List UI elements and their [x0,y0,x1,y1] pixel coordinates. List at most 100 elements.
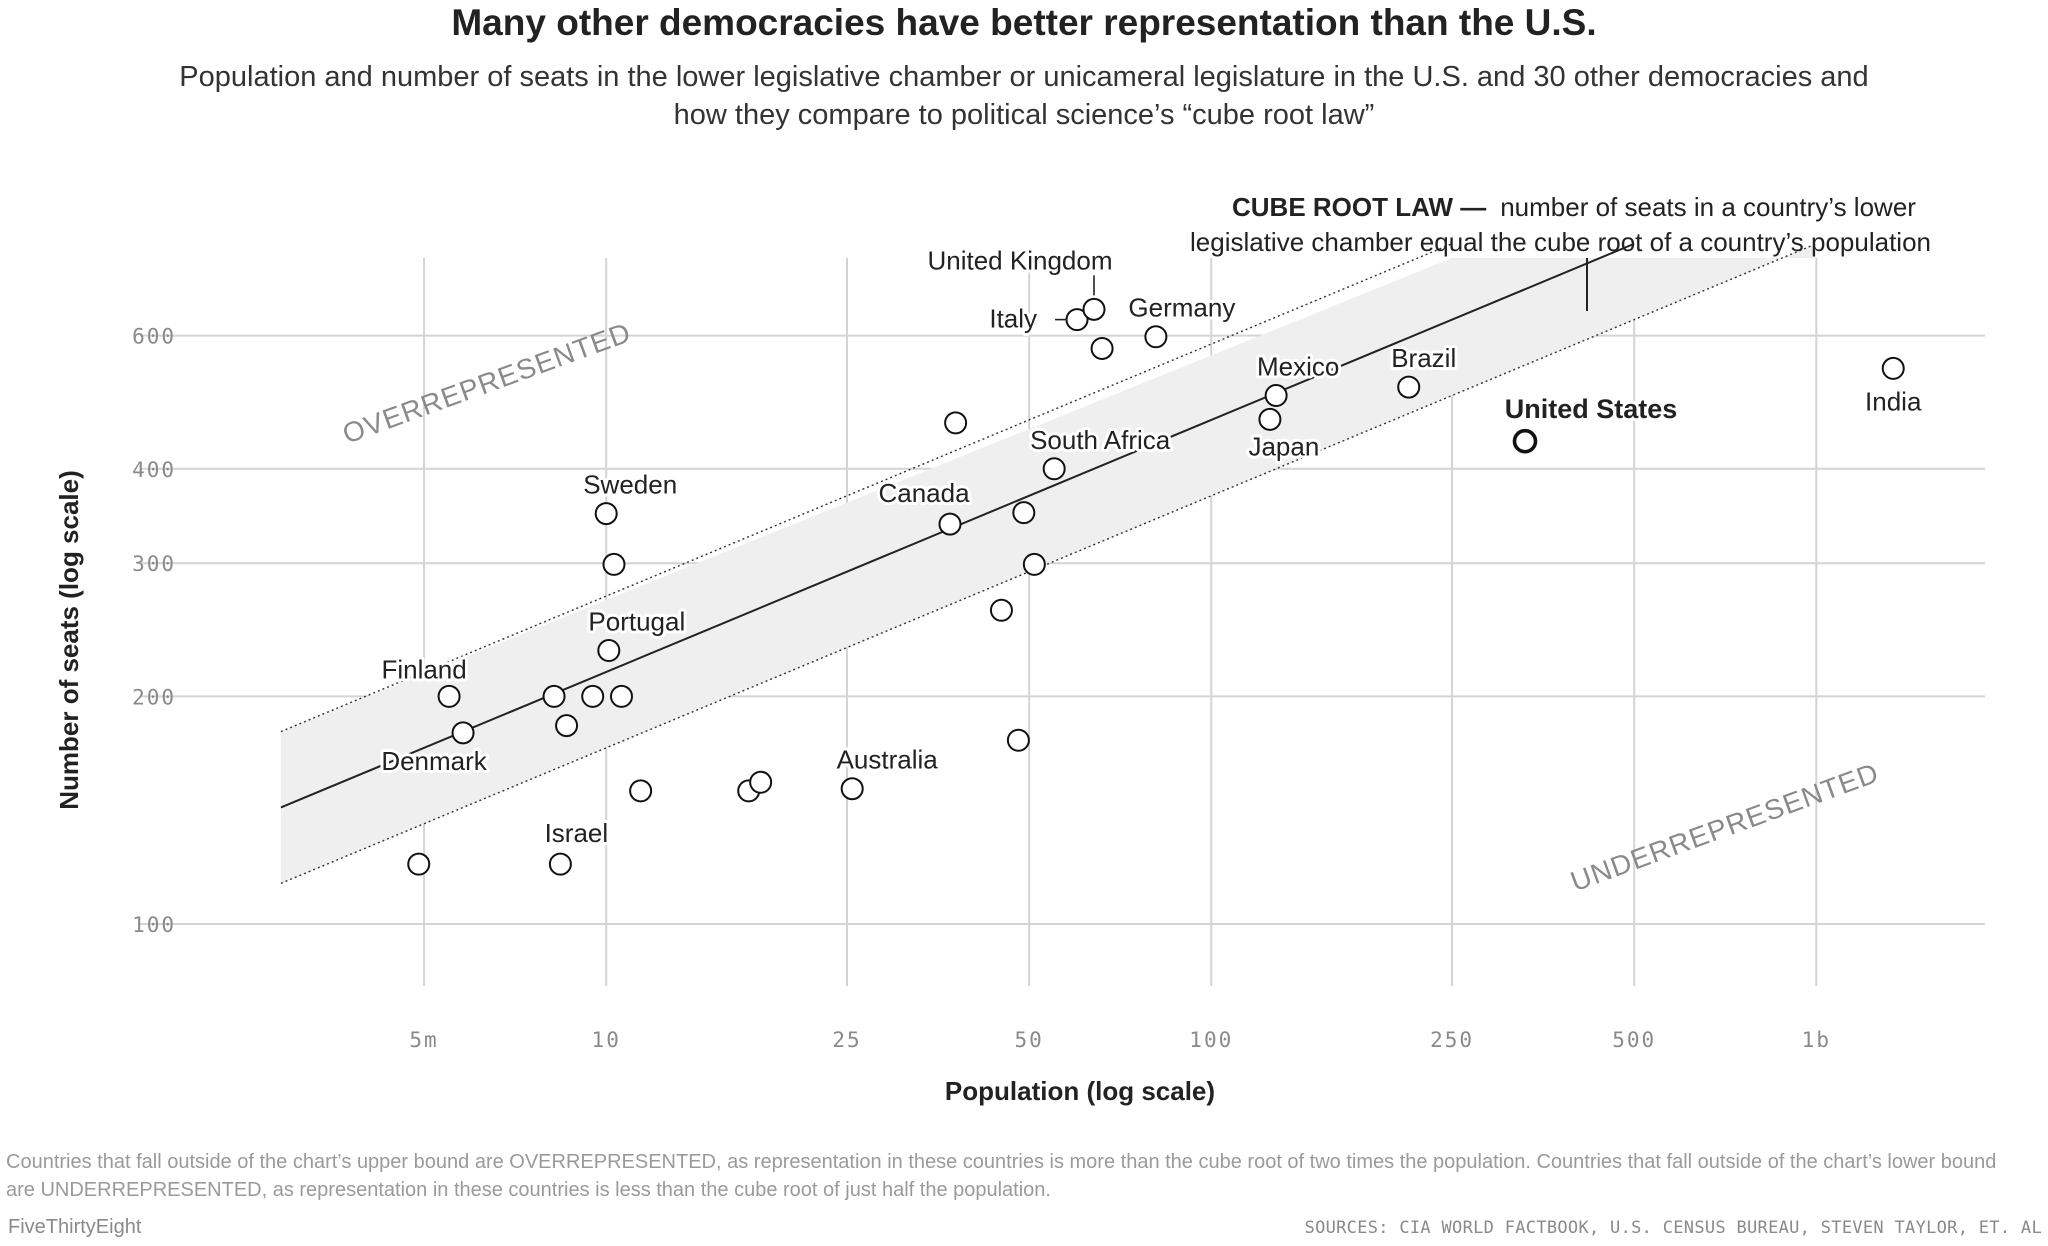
y-tick-label: 200 [132,685,176,709]
point-japan: Japan [1245,407,1322,464]
x-tick-label: 250 [1430,1028,1474,1052]
point-italy: Italy [986,301,1089,337]
point-finland: Finland [378,651,470,708]
data-points: Finland Denmark Israel Sweden Portugal Austra… [378,242,1925,876]
chart-subtitle: Population and number of seats in the lo… [179,61,1869,131]
point-label: Canada [878,478,970,508]
lower-bound-line [280,243,1817,884]
upper-bound-line [280,243,1453,733]
point-marker [1881,356,1905,380]
point-sweden: Sweden [580,467,680,526]
point-label: Germany [1128,293,1235,323]
point-south-africa: South Africa [1027,422,1174,481]
point-india: India [1862,356,1925,419]
point-marker [542,684,566,708]
point-marker [1082,297,1106,321]
x-tick-label: 5m [409,1028,438,1052]
point-marker [581,684,605,708]
point [749,770,773,794]
point-label: South Africa [1030,425,1171,455]
point [407,852,431,876]
point-brazil: Brazil [1388,340,1459,399]
point [1022,552,1046,576]
point-label: Australia [837,745,939,775]
brand-logo-text: FiveThirtyEight [8,1216,142,1238]
point-marker [1264,383,1288,407]
point [1012,501,1036,525]
x-tick-label: 50 [1014,1028,1043,1052]
x-tick-label: 1b [1802,1028,1831,1052]
point [989,598,1013,622]
point-marker [1006,728,1030,752]
point [581,684,605,708]
scatter-chart: 5m 10 25 50 100 250 500 1b 100 200 300 400 600 Popul… [54,192,1985,1106]
point-marker [749,770,773,794]
point-marker [594,502,618,526]
sources: SOURCES: CIA WORLD FACTBOOK, U.S. CENSUS… [1304,1218,2042,1238]
point-denmark: Denmark [378,721,491,779]
point-label: Sweden [583,470,677,500]
law-title: CUBE ROOT LAW — [1232,192,1486,222]
point-marker [437,684,461,708]
point-marker [602,552,626,576]
point-canada: Canada [875,475,973,536]
point-marker [1258,407,1282,431]
point-marker [1397,375,1421,399]
point-united-kingdom: United Kingdom [924,242,1115,321]
point-label: India [1865,386,1922,416]
point-marker [1144,325,1168,349]
point-mexico: Mexico [1254,348,1342,407]
underrepresented-label: UNDERREPRESENTED [1566,757,1883,897]
point-australia: Australia [834,742,941,801]
point-marker [1512,428,1538,454]
point [629,779,653,803]
point-marker [1042,457,1066,481]
point-label: Mexico [1257,351,1339,381]
law-line-2: legislative chamber equal the cube root … [1190,227,1931,257]
x-tick-label: 100 [1189,1028,1233,1052]
point-label: Japan [1248,431,1319,461]
point-label: Brazil [1391,343,1456,373]
point [542,684,566,708]
point-israel: Israel [542,815,611,876]
y-tick-label: 400 [132,458,176,482]
point-marker [840,777,864,801]
point [1006,728,1030,752]
y-tick-label: 600 [132,325,176,349]
point-germany: Germany [1125,290,1238,349]
point-label: United Kingdom [927,245,1112,275]
x-axis-title: Population (log scale) [945,1076,1215,1106]
point-united-states: United States [1502,391,1680,454]
point-marker [944,411,968,435]
x-tick-label: 25 [832,1028,861,1052]
footnote: Countries that fall outside of the chart… [6,1151,1997,1201]
point-marker [1022,552,1046,576]
point-marker [548,852,572,876]
point-label: United States [1505,394,1678,424]
point [602,552,626,576]
chart-title: Many other democracies have better repre… [451,2,1597,43]
point-label: Finland [381,654,466,684]
point [610,684,634,708]
point-marker [1090,336,1114,360]
y-tick-label: 300 [132,552,176,576]
point-portugal: Portugal [585,604,688,663]
point-marker [938,512,962,536]
point-marker [610,684,634,708]
point-marker [407,852,431,876]
point-marker [451,721,475,745]
point-label: Israel [545,818,609,848]
point-marker [989,598,1013,622]
x-tick-label: 10 [592,1028,621,1052]
point-marker [597,639,621,663]
x-tick-label: 500 [1612,1028,1656,1052]
y-axis-title: Number of seats (log scale) [54,470,84,810]
point [1090,336,1114,360]
y-tick-label: 100 [132,913,176,937]
point-marker [629,779,653,803]
point [944,411,968,435]
law-text-1: number of seats in a country’s lower [1500,192,1916,222]
cube-root-law-annotation: CUBE ROOT LAW — number of seats in a coun… [1190,192,1931,311]
grid [140,258,1985,986]
point [555,714,579,738]
